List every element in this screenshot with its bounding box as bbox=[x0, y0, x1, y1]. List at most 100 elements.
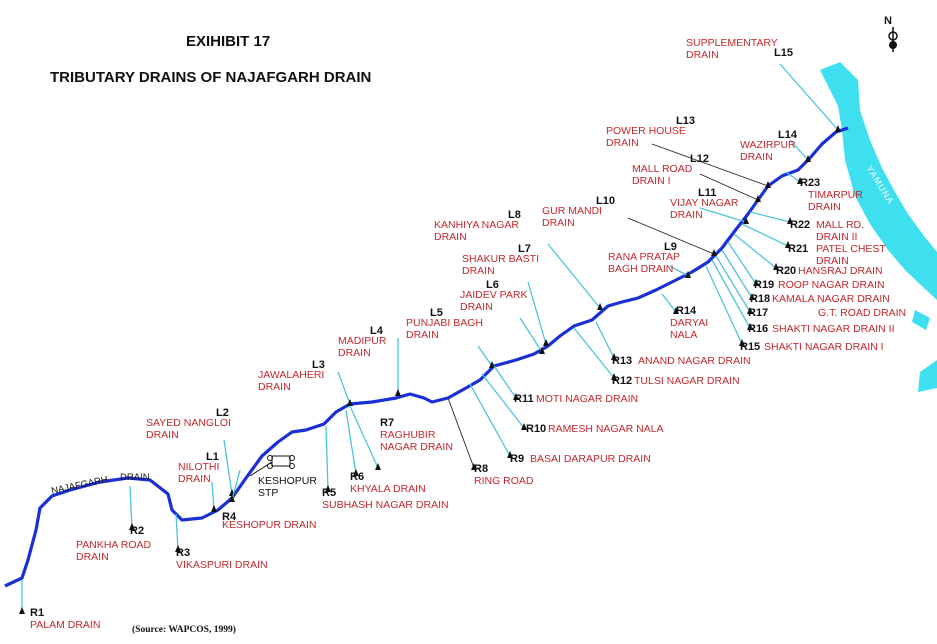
drain-code-r18: R18 bbox=[750, 293, 770, 305]
tributary-line-l15 bbox=[779, 63, 839, 131]
map-title: EXIHIBIT 17 bbox=[186, 33, 270, 50]
drain-code-r8: R8 bbox=[474, 463, 488, 475]
drain-name-l2-1: SAYED NANGLOI bbox=[146, 417, 231, 429]
tributary-line-r19 bbox=[727, 241, 757, 285]
drain-name-l1-1: NILOTHI bbox=[178, 461, 219, 473]
drain-label: DRAIN bbox=[120, 472, 150, 483]
tributary-line-r18 bbox=[721, 249, 753, 299]
confluence-marker-r22 bbox=[787, 217, 793, 224]
north-arrow-icon: N bbox=[884, 15, 898, 52]
drain-name-l2-2: DRAIN bbox=[146, 429, 179, 441]
tributary-line-r4 bbox=[231, 469, 241, 501]
confluence-marker-l5 bbox=[489, 361, 495, 368]
tributary-line-r11 bbox=[493, 365, 517, 399]
drain-code-l8: L8 bbox=[508, 209, 521, 221]
drain-code-r21: R21 bbox=[788, 243, 808, 255]
drain-name-l5-1: PUNJABI BAGH bbox=[406, 317, 483, 329]
drain-name-r2-2: DRAIN bbox=[76, 551, 109, 563]
tributary-lines bbox=[19, 63, 841, 614]
drain-code-r16: R16 bbox=[748, 323, 768, 335]
drain-name-r19: ROOP NAGAR DRAIN bbox=[778, 279, 885, 291]
drain-code-r15: R15 bbox=[740, 341, 760, 353]
tributary-line-l13 bbox=[651, 143, 769, 187]
tributary-line-l2 bbox=[223, 439, 233, 495]
drain-name-l15-2: DRAIN bbox=[686, 49, 719, 61]
drain-code-r9: R9 bbox=[510, 453, 524, 465]
confluence-marker-r14 bbox=[673, 307, 679, 314]
drain-name-l15-1: SUPPLEMENTARY bbox=[686, 37, 778, 49]
tributary-line-l7 bbox=[527, 281, 547, 345]
drain-name-r4: KESHOPUR DRAIN bbox=[222, 519, 317, 531]
drain-name-r3: VIKASPURI DRAIN bbox=[176, 559, 268, 571]
drain-name-l1-2: DRAIN bbox=[178, 473, 211, 485]
confluence-marker-l10 bbox=[711, 249, 717, 256]
drain-name-l13-2: DRAIN bbox=[606, 137, 639, 149]
tributary-line-r3 bbox=[175, 513, 179, 551]
tributary-line-l12 bbox=[699, 173, 759, 201]
tributary-line-r9 bbox=[469, 383, 511, 457]
drain-name-l7-2: DRAIN bbox=[462, 265, 495, 277]
drain-code-r7: R7 bbox=[380, 417, 394, 429]
drain-name-l11-1: VIJAY NAGAR bbox=[670, 197, 739, 209]
tributary-line-r23 bbox=[785, 171, 801, 183]
confluence-marker-r2 bbox=[129, 523, 135, 530]
confluence-marker-r15 bbox=[739, 339, 745, 346]
confluence-marker-l1 bbox=[211, 505, 217, 512]
drain-name-r7-1: RAGHUBIR bbox=[380, 429, 436, 441]
tributary-line-r12 bbox=[573, 327, 615, 379]
drain-name-l10-1: GUR MANDI bbox=[542, 205, 602, 217]
drain-name-l6-2: DRAIN bbox=[460, 301, 493, 313]
confluence-marker-l4 bbox=[395, 389, 401, 396]
drain-code-r4: R4 bbox=[222, 511, 237, 523]
tributary-line-l11 bbox=[699, 207, 747, 223]
drain-name-r17: G.T. ROAD DRAIN bbox=[818, 307, 906, 319]
drain-code-r2: R2 bbox=[130, 525, 144, 537]
drain-code-l9: L9 bbox=[664, 241, 677, 253]
drain-code-r20: R20 bbox=[776, 265, 796, 277]
drain-code-l4: L4 bbox=[370, 325, 384, 337]
drain-name-l9-1: RANA PRATAP bbox=[608, 251, 680, 263]
tributary-line-r10 bbox=[481, 373, 525, 429]
confluence-marker-l15 bbox=[835, 125, 841, 132]
confluence-marker-r5 bbox=[325, 485, 331, 492]
tributary-line-l6 bbox=[519, 317, 543, 353]
confluence-marker-l8 bbox=[597, 303, 603, 310]
drain-name-r21-2: DRAIN bbox=[816, 255, 849, 267]
tributary-line-r5 bbox=[325, 425, 329, 491]
drain-code-r13: R13 bbox=[612, 355, 632, 367]
tributary-line-r17 bbox=[715, 255, 751, 313]
tributary-line-r16 bbox=[711, 259, 751, 329]
tributary-line-r14 bbox=[661, 293, 677, 313]
confluence-marker-r13 bbox=[611, 353, 617, 360]
drain-code-r11: R11 bbox=[514, 393, 534, 405]
drain-code-r17: R17 bbox=[748, 307, 768, 319]
drain-name-l13-1: POWER HOUSE bbox=[606, 125, 686, 137]
confluence-marker-r21 bbox=[785, 241, 791, 248]
drain-name-r22-1: MALL RD. bbox=[816, 219, 864, 231]
tributary-line-r8 bbox=[447, 397, 475, 469]
drain-code-r12: R12 bbox=[612, 375, 632, 387]
tributary-line-l14 bbox=[789, 139, 809, 161]
tributary-line-r20 bbox=[733, 233, 777, 269]
drain-code-l2: L2 bbox=[216, 407, 229, 419]
drain-name-r1: PALAM DRAIN bbox=[30, 619, 100, 631]
confluence-marker-r9 bbox=[507, 451, 513, 458]
keshopur-stp-icon bbox=[249, 455, 295, 477]
drain-name-l3-1: JAWALAHERI bbox=[258, 369, 324, 381]
tributary-line-l3 bbox=[337, 371, 351, 405]
drain-code-r1: R1 bbox=[30, 607, 44, 619]
tributary-line-l8 bbox=[547, 243, 601, 309]
confluence-marker-r17 bbox=[747, 307, 753, 314]
drain-name-l10-2: DRAIN bbox=[542, 217, 575, 229]
drain-code-l14: L14 bbox=[778, 129, 798, 141]
drain-code-r10: R10 bbox=[526, 423, 546, 435]
drain-name-l4-1: MADIPUR bbox=[338, 335, 387, 347]
drain-name-r5: SUBHASH NAGAR DRAIN bbox=[322, 499, 449, 511]
drain-code-l15: L15 bbox=[774, 47, 793, 59]
confluence-marker-l3 bbox=[347, 399, 353, 406]
drain-code-r14: R14 bbox=[676, 305, 697, 317]
tributary-line-r15 bbox=[705, 265, 743, 345]
confluence-marker-r19 bbox=[753, 279, 759, 286]
drain-name-r18: KAMALA NAGAR DRAIN bbox=[772, 293, 890, 305]
